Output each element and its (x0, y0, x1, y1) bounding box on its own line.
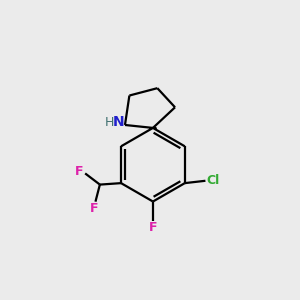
Text: Cl: Cl (206, 174, 219, 187)
Text: H: H (105, 116, 114, 128)
Text: N: N (113, 115, 124, 129)
Text: F: F (90, 202, 98, 215)
Text: F: F (149, 220, 157, 234)
Text: F: F (74, 165, 83, 178)
